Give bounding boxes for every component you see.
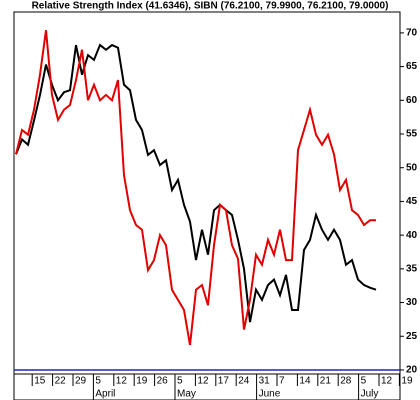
x-tick-label: 12 <box>381 376 393 387</box>
series-line <box>15 43 377 323</box>
x-tick-label: 12 <box>116 376 128 387</box>
y-tick-label: 45 <box>406 196 418 207</box>
x-tick-label: 5 <box>361 376 367 387</box>
y-tick-label: 60 <box>406 95 418 106</box>
y-tick-label: 30 <box>406 297 418 308</box>
x-tick-label: 21 <box>320 376 332 387</box>
plot-frame <box>13 11 401 400</box>
x-tick-label: 19 <box>136 376 148 387</box>
x-tick-label: 31 <box>259 376 271 387</box>
x-tick-label: 7 <box>279 376 285 387</box>
x-tick-label: 19 <box>401 376 413 387</box>
month-label: June <box>259 389 281 400</box>
x-tick-label: 5 <box>177 376 183 387</box>
x-tick-label: 26 <box>157 376 169 387</box>
x-tick-label: 29 <box>75 376 87 387</box>
month-label: May <box>177 389 196 400</box>
series-line <box>15 30 376 346</box>
x-tick-label: 24 <box>238 376 250 387</box>
x-tick-label: 28 <box>340 376 352 387</box>
y-tick-label: 25 <box>406 331 418 342</box>
y-tick-label: 20 <box>406 365 418 376</box>
month-label: April <box>95 389 115 400</box>
x-tick-label: 17 <box>218 376 230 387</box>
x-tick-label: 15 <box>34 376 46 387</box>
y-tick-label: 40 <box>406 230 418 241</box>
x-tick-label: 14 <box>299 376 311 387</box>
x-tick-label: 12 <box>197 376 209 387</box>
y-tick-label: 35 <box>406 263 418 274</box>
y-tick-label: 50 <box>406 162 418 173</box>
y-tick-label: 65 <box>406 61 418 72</box>
month-label: July <box>361 389 379 400</box>
y-tick-label: 55 <box>406 129 418 140</box>
y-tick-label: 70 <box>406 28 418 39</box>
x-tick-label: 5 <box>95 376 101 387</box>
chart-title: Relative Strength Index (41.6346), SIBN … <box>32 1 389 12</box>
x-tick-label: 22 <box>55 376 67 387</box>
